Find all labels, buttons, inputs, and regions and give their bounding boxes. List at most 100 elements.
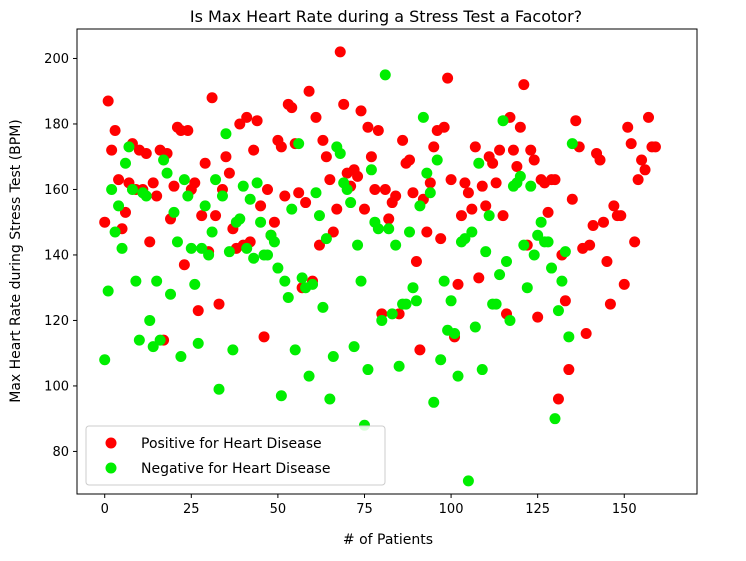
data-point-negative-132 — [556, 275, 568, 287]
data-point-positive-75 — [358, 203, 370, 215]
data-point-negative-105 — [462, 475, 474, 487]
plot-frame — [76, 28, 698, 495]
data-point-negative-57 — [296, 272, 308, 284]
data-point-positive-51 — [275, 141, 287, 153]
data-point-negative-40 — [237, 180, 249, 192]
data-point-negative-77 — [365, 164, 377, 176]
data-point-positive-63 — [317, 134, 329, 146]
data-point-positive-104 — [459, 177, 471, 189]
data-point-negative-3 — [109, 226, 121, 238]
data-point-positive-93 — [421, 226, 433, 238]
data-point-positive-118 — [507, 144, 519, 156]
data-point-positive-78 — [369, 183, 381, 195]
data-point-positive-45 — [255, 200, 267, 212]
data-point-negative-18 — [161, 167, 173, 179]
y-axis-label: Max Heart Rate during Stress Test (BPM) — [8, 119, 24, 403]
data-point-positive-39 — [234, 118, 246, 130]
data-point-positive-144 — [597, 216, 609, 228]
data-point-negative-41 — [241, 242, 253, 254]
legend-marker-negative — [105, 462, 117, 474]
data-point-negative-10 — [133, 334, 145, 346]
data-point-positive-109 — [476, 180, 488, 192]
data-point-negative-55 — [289, 344, 301, 356]
data-point-positive-150 — [618, 278, 630, 290]
legend-label-negative: Negative for Heart Disease — [141, 461, 330, 477]
x-axis-label: # of Patients — [343, 532, 433, 548]
x-tick-label-25: 25 — [183, 502, 200, 517]
data-point-negative-25 — [185, 242, 197, 254]
data-point-positive-149 — [615, 210, 627, 222]
y-tick-label-120: 120 — [44, 314, 69, 329]
data-point-positive-36 — [223, 167, 235, 179]
data-point-positive-20 — [168, 180, 180, 192]
data-point-negative-95 — [428, 396, 440, 408]
data-point-positive-139 — [580, 328, 592, 340]
data-point-negative-54 — [286, 203, 298, 215]
data-point-positive-108 — [473, 272, 485, 284]
data-point-positive-33 — [213, 298, 225, 310]
data-point-positive-151 — [622, 121, 634, 133]
data-point-positive-119 — [511, 161, 523, 173]
data-point-negative-24 — [182, 190, 194, 202]
data-point-negative-51 — [275, 390, 287, 402]
data-point-negative-108 — [473, 157, 485, 169]
x-tick-label-150: 150 — [612, 502, 637, 517]
data-point-positive-77 — [365, 151, 377, 163]
data-point-positive-134 — [563, 364, 575, 376]
data-point-positive-88 — [404, 154, 416, 166]
data-point-negative-65 — [324, 393, 336, 405]
data-point-negative-7 — [123, 141, 135, 153]
legend-marker-positive — [105, 437, 117, 449]
data-point-positive-4 — [113, 174, 125, 186]
data-point-positive-110 — [480, 200, 492, 212]
data-point-negative-12 — [140, 190, 152, 202]
data-point-positive-13 — [144, 236, 156, 248]
x-tick-label-100: 100 — [439, 502, 464, 517]
data-point-positive-3 — [109, 125, 121, 137]
data-point-positive-135 — [566, 193, 578, 205]
data-point-positive-43 — [248, 144, 260, 156]
data-point-negative-110 — [480, 246, 492, 258]
data-point-negative-116 — [501, 256, 512, 267]
data-point-positive-24 — [182, 125, 194, 137]
data-point-negative-36 — [223, 246, 235, 258]
data-point-negative-42 — [244, 193, 256, 205]
data-point-negative-64 — [320, 233, 332, 245]
data-point-negative-0 — [99, 354, 111, 366]
data-point-positive-73 — [352, 170, 364, 182]
data-point-positive-26 — [189, 177, 201, 189]
data-point-negative-21 — [171, 236, 183, 248]
data-point-negative-126 — [535, 216, 547, 228]
data-point-positive-61 — [310, 111, 322, 123]
data-point-positive-131 — [552, 393, 564, 405]
data-point-negative-1 — [102, 285, 114, 297]
data-point-negative-94 — [424, 187, 436, 199]
data-point-positive-120 — [514, 121, 526, 133]
data-point-negative-130 — [549, 413, 561, 425]
data-point-negative-8 — [126, 183, 138, 195]
data-point-negative-15 — [151, 275, 163, 287]
data-point-negative-120 — [514, 170, 526, 182]
data-point-positive-68 — [334, 46, 346, 58]
data-point-negative-123 — [525, 180, 537, 192]
data-point-positive-143 — [594, 154, 606, 166]
data-point-negative-14 — [147, 341, 159, 353]
data-point-negative-125 — [532, 229, 544, 241]
data-point-positive-115 — [497, 210, 509, 222]
x-tick-label-0: 0 — [101, 502, 109, 517]
data-point-positive-31 — [206, 92, 218, 104]
data-point-positive-84 — [390, 190, 402, 202]
data-point-negative-93 — [421, 167, 433, 179]
data-point-positive-145 — [601, 256, 613, 267]
x-tick-label-50: 50 — [270, 502, 287, 517]
data-point-positive-6 — [119, 206, 131, 218]
data-point-negative-9 — [130, 275, 142, 287]
data-point-positive-133 — [559, 295, 571, 307]
data-point-negative-85 — [393, 360, 405, 372]
chart-title: Is Max Heart Rate during a Stress Test a… — [190, 7, 582, 26]
data-point-negative-49 — [268, 236, 280, 248]
y-tick-label-160: 160 — [44, 183, 69, 198]
y-tick-label-200: 200 — [44, 52, 69, 67]
data-point-positive-54 — [286, 102, 298, 114]
data-point-positive-107 — [469, 141, 481, 153]
